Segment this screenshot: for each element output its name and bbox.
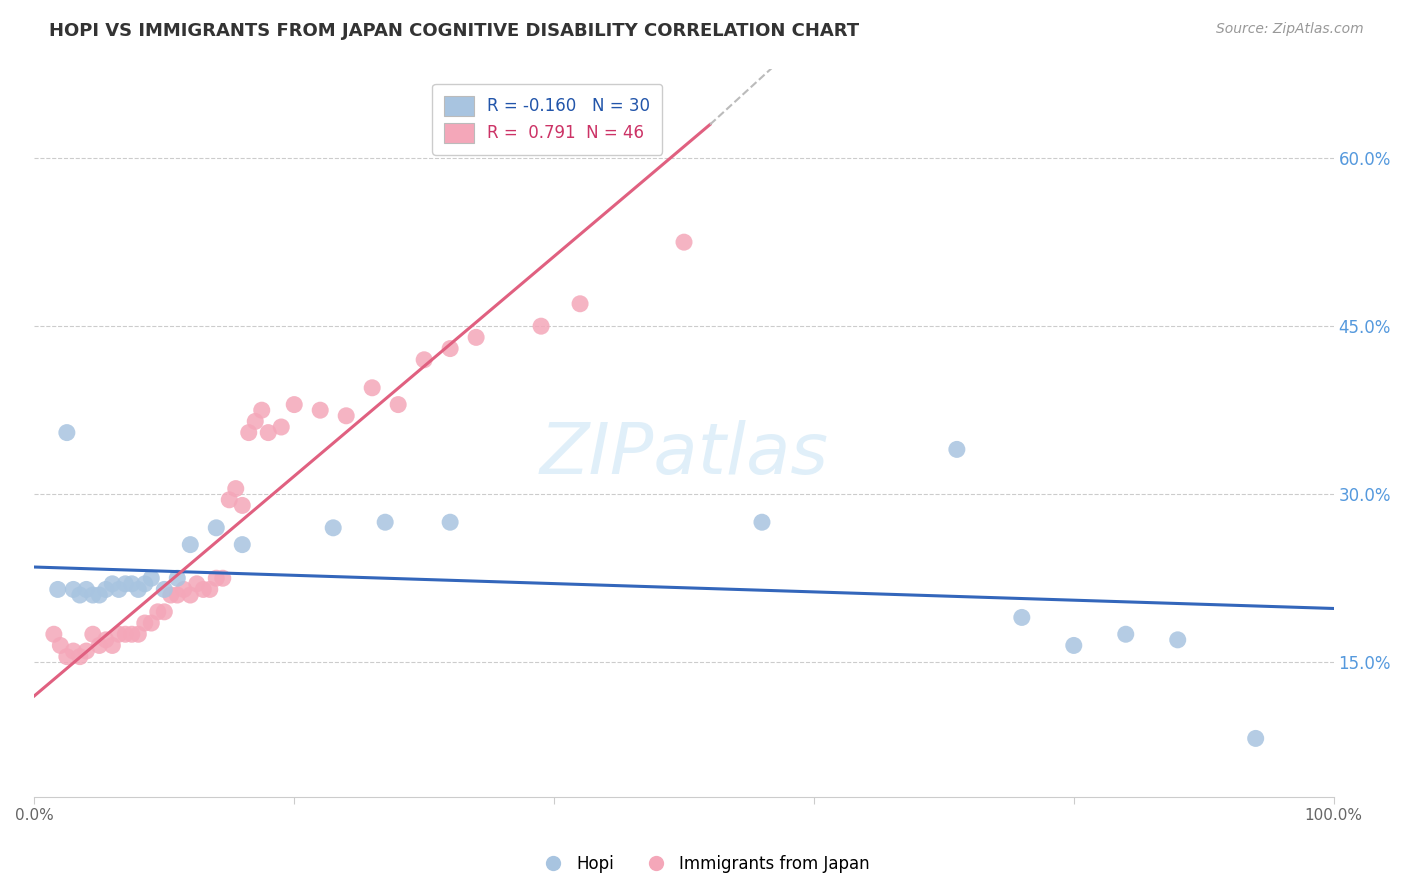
Point	[89, 588, 111, 602]
Point	[141, 571, 163, 585]
Point	[186, 577, 208, 591]
Point	[166, 571, 188, 585]
Point	[439, 515, 461, 529]
Point	[75, 644, 97, 658]
Point	[56, 649, 79, 664]
Point	[530, 319, 553, 334]
Point	[146, 605, 169, 619]
Point	[127, 627, 149, 641]
Point	[114, 627, 136, 641]
Point	[387, 398, 409, 412]
Point	[159, 588, 181, 602]
Point	[1011, 610, 1033, 624]
Point	[569, 297, 592, 311]
Point	[361, 381, 384, 395]
Point	[108, 582, 131, 597]
Point	[1115, 627, 1137, 641]
Point	[94, 632, 117, 647]
Point	[751, 515, 773, 529]
Point	[179, 538, 201, 552]
Legend: R = -0.160   N = 30, R =  0.791  N = 46: R = -0.160 N = 30, R = 0.791 N = 46	[433, 84, 662, 155]
Point	[1244, 731, 1267, 746]
Point	[231, 499, 253, 513]
Point	[101, 577, 124, 591]
Point	[205, 521, 228, 535]
Point	[101, 639, 124, 653]
Point	[270, 420, 292, 434]
Point	[89, 639, 111, 653]
Point	[134, 577, 156, 591]
Point	[82, 627, 104, 641]
Point	[94, 582, 117, 597]
Point	[231, 538, 253, 552]
Point	[153, 605, 176, 619]
Point	[141, 615, 163, 630]
Point	[322, 521, 344, 535]
Point	[672, 235, 695, 249]
Point	[134, 615, 156, 630]
Text: Source: ZipAtlas.com: Source: ZipAtlas.com	[1216, 22, 1364, 37]
Point	[439, 342, 461, 356]
Point	[42, 627, 65, 641]
Point	[283, 398, 305, 412]
Legend: Hopi, Immigrants from Japan: Hopi, Immigrants from Japan	[530, 848, 876, 880]
Point	[153, 582, 176, 597]
Point	[238, 425, 260, 440]
Point	[121, 627, 143, 641]
Point	[225, 482, 247, 496]
Point	[465, 330, 488, 344]
Point	[69, 649, 91, 664]
Point	[257, 425, 280, 440]
Point	[108, 627, 131, 641]
Point	[69, 588, 91, 602]
Point	[1063, 639, 1085, 653]
Point	[250, 403, 273, 417]
Point	[166, 588, 188, 602]
Point	[413, 352, 436, 367]
Point	[179, 588, 201, 602]
Point	[173, 582, 195, 597]
Point	[82, 588, 104, 602]
Point	[198, 582, 221, 597]
Text: ZIPatlas: ZIPatlas	[540, 420, 828, 489]
Point	[121, 577, 143, 591]
Point	[374, 515, 396, 529]
Point	[218, 492, 240, 507]
Point	[49, 639, 72, 653]
Point	[62, 644, 84, 658]
Point	[193, 582, 215, 597]
Point	[309, 403, 332, 417]
Text: HOPI VS IMMIGRANTS FROM JAPAN COGNITIVE DISABILITY CORRELATION CHART: HOPI VS IMMIGRANTS FROM JAPAN COGNITIVE …	[49, 22, 859, 40]
Point	[1167, 632, 1189, 647]
Point	[245, 414, 267, 428]
Point	[335, 409, 357, 423]
Point	[114, 577, 136, 591]
Point	[46, 582, 69, 597]
Point	[211, 571, 233, 585]
Point	[127, 582, 149, 597]
Point	[75, 582, 97, 597]
Point	[56, 425, 79, 440]
Point	[205, 571, 228, 585]
Point	[62, 582, 84, 597]
Point	[946, 442, 969, 457]
